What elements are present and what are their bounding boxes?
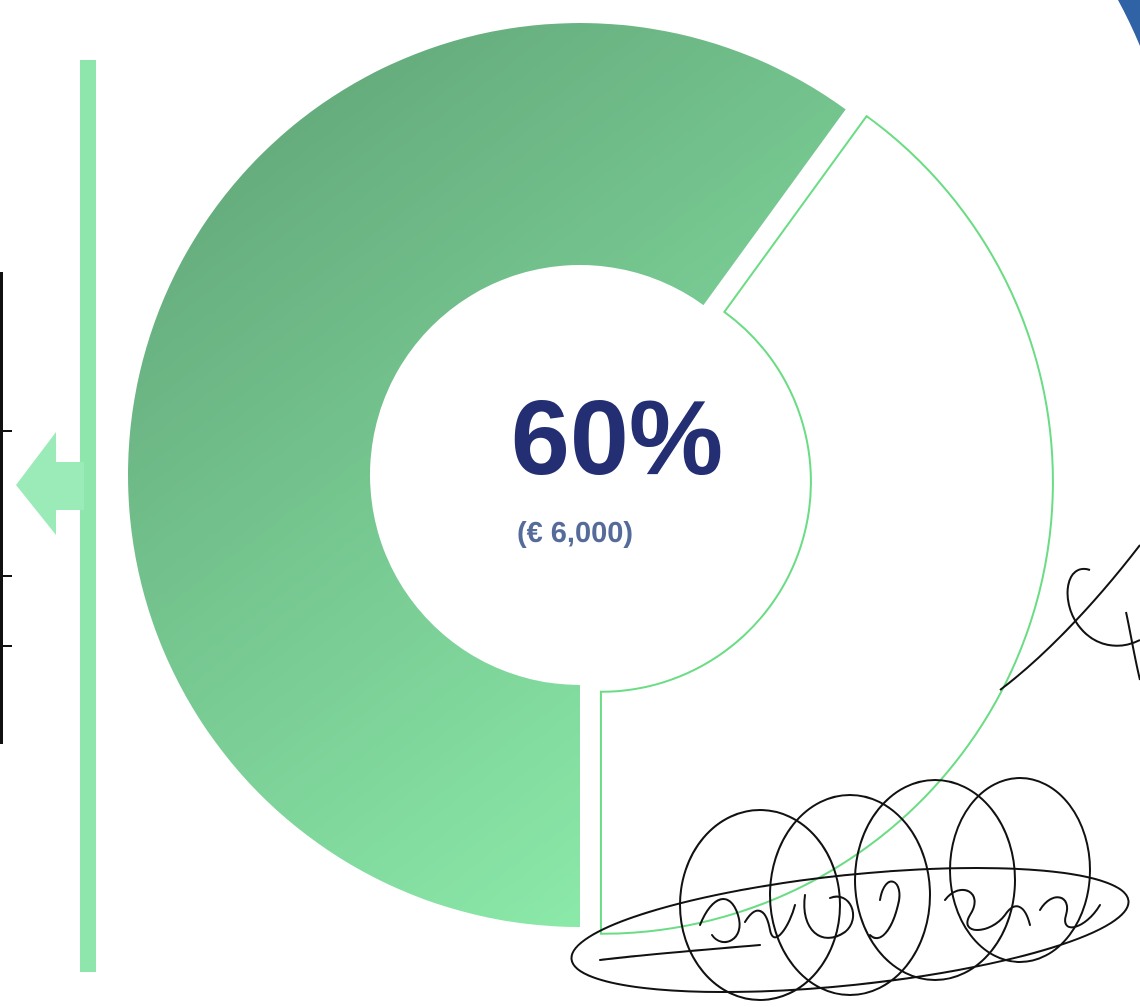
- center-percentage: 60%: [510, 379, 724, 497]
- center-amount: (€ 6,000): [516, 517, 634, 549]
- donut-segment-filled: [127, 22, 846, 927]
- corner-accent-icon: [1118, 0, 1140, 46]
- left-frame-tick: [0, 430, 12, 432]
- left-frame-tick: [0, 645, 12, 647]
- handwritten-signature: [570, 777, 1130, 1001]
- left-arrow-icon: [16, 432, 84, 535]
- left-frame-line: [0, 272, 3, 744]
- vertical-bar: [80, 60, 96, 972]
- donut-segment-remainder: [599, 114, 1054, 935]
- left-frame-tick: [0, 575, 12, 577]
- signature-partial-icon: [999, 544, 1140, 691]
- donut-segments: [127, 22, 1054, 935]
